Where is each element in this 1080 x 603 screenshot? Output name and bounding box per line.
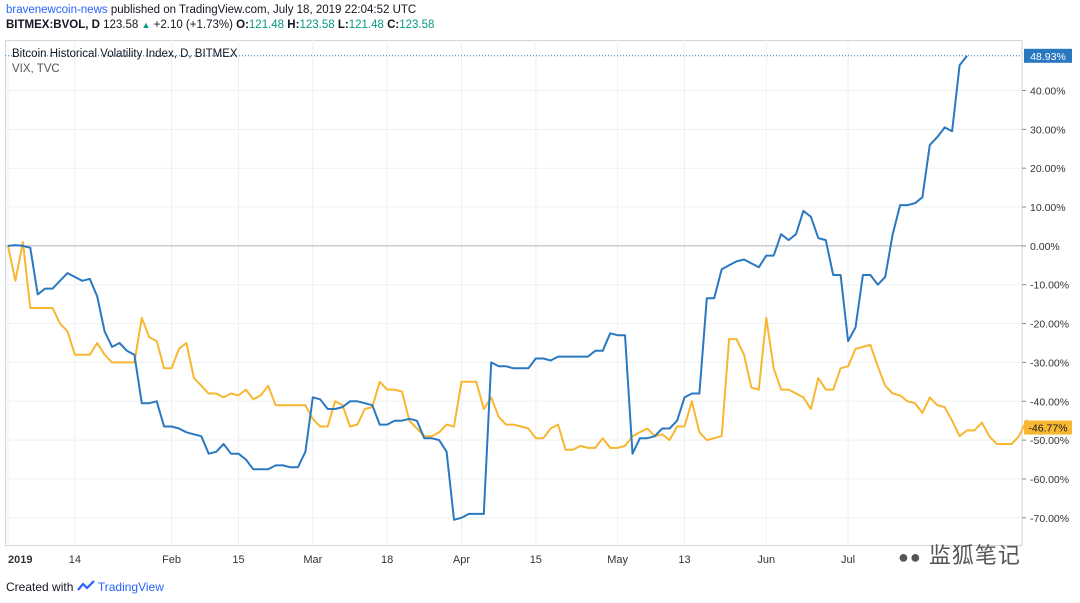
y-tick-label: 10.00% xyxy=(1030,202,1066,214)
watermark-text: 监狐笔记 xyxy=(928,543,1021,568)
y-tick-label: 20.00% xyxy=(1030,163,1066,175)
x-tick-label: 2019 xyxy=(8,554,32,566)
publish-info: bravenewcoin-news published on TradingVi… xyxy=(6,4,416,16)
x-tick-label: Feb xyxy=(162,554,181,566)
y-tick-label: 40.00% xyxy=(1030,86,1066,98)
y-tick-label: -70.00% xyxy=(1030,513,1069,525)
y-tick-label: -10.00% xyxy=(1030,280,1069,292)
x-tick-label: Jun xyxy=(757,554,775,566)
x-tick-label: May xyxy=(607,554,628,566)
author-link[interactable]: bravenewcoin-news xyxy=(6,4,108,16)
close-label: C: xyxy=(387,19,400,31)
x-tick-label: 13 xyxy=(678,554,690,566)
last-value-label: 48.93% xyxy=(1030,51,1066,63)
low-value: 121.48 xyxy=(348,19,384,31)
y-tick-label: -20.00% xyxy=(1030,319,1069,331)
y-tick-label: -40.00% xyxy=(1030,396,1069,408)
symbol-name: BITMEX:BVOL, D xyxy=(6,19,100,31)
symbol-ohlc-bar: BITMEX:BVOL, D 123.58 ▲ +2.10 (+1.73%) O… xyxy=(6,19,434,31)
y-tick-label: -30.00% xyxy=(1030,357,1069,369)
legend-entry: VIX, TVC xyxy=(12,63,60,75)
tradingview-link[interactable]: TradingView xyxy=(97,580,164,594)
last-value-label: -46.77% xyxy=(1028,423,1067,435)
last-price: 123.58 xyxy=(103,19,139,31)
created-with-text: Created with xyxy=(6,580,74,594)
series-line-bvol xyxy=(7,55,968,521)
y-tick-label: -60.00% xyxy=(1030,474,1069,486)
last-value-tag xyxy=(1024,420,1072,435)
watermark: ●● 监狐笔记 xyxy=(898,538,1021,570)
up-arrow-icon: ▲ xyxy=(141,20,151,30)
open-value: 121.48 xyxy=(248,19,285,31)
x-tick-label: 15 xyxy=(232,554,244,566)
low-label: L: xyxy=(337,19,349,31)
x-tick-label: 14 xyxy=(69,554,81,566)
x-tick-label: Mar xyxy=(303,554,322,566)
x-tick-label: 18 xyxy=(381,554,393,566)
last-value-tag xyxy=(1024,48,1072,63)
y-tick-label: -50.00% xyxy=(1030,435,1069,447)
chart-svg[interactable]: 2019 14 Feb 15 Mar 18 Apr 15 May 13 Jun Jul 40.00% 30… xyxy=(5,40,1077,570)
publish-text: published on TradingView.com, July 18, 2… xyxy=(110,4,417,16)
x-tick-label: 15 xyxy=(530,554,542,566)
legend-entry: Bitcoin Historical Volatility Index, D, … xyxy=(12,48,238,60)
price-change: +2.10 (+1.73%) xyxy=(153,19,233,31)
close-value: 123.58 xyxy=(399,19,435,31)
series-line-vix xyxy=(7,241,1035,451)
footer: Created with TradingView xyxy=(6,580,164,594)
plot-frame xyxy=(5,40,1023,546)
high-label: H: xyxy=(287,19,300,31)
y-tick-label: 0.00% xyxy=(1030,241,1060,253)
y-tick-label: 30.00% xyxy=(1030,124,1066,136)
chart-area[interactable]: 2019 14 Feb 15 Mar 18 Apr 15 May 13 Jun Jul 40.00% 30… xyxy=(5,40,1077,570)
open-label: O: xyxy=(236,19,249,31)
tradingview-logo-icon xyxy=(76,580,95,591)
x-tick-label: Apr xyxy=(453,554,470,566)
high-value: 123.58 xyxy=(299,19,335,31)
wechat-icon: ●● xyxy=(898,547,922,567)
x-tick-label: Jul xyxy=(841,554,855,566)
